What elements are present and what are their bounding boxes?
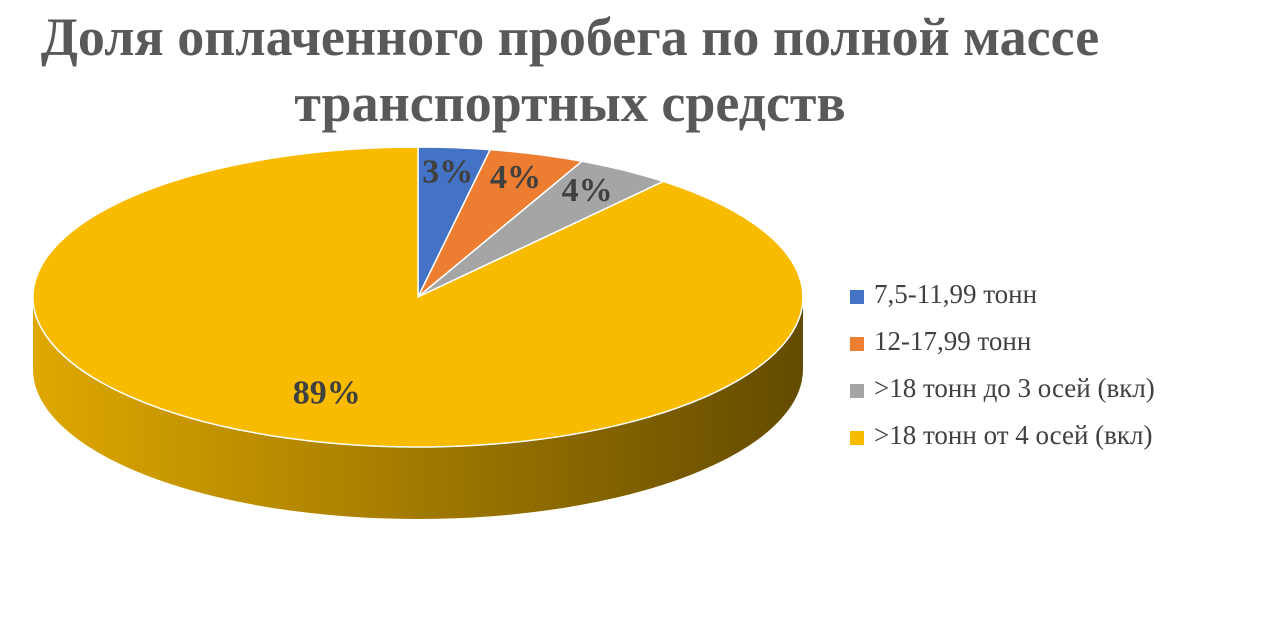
data-label: 4% <box>562 172 613 209</box>
data-label: 3% <box>422 153 473 190</box>
slice <box>32 146 804 448</box>
chart-title: Доля оплаченного пробега по полной массе… <box>40 7 1100 133</box>
legend-label: 12-17,99 тонн <box>874 326 1031 356</box>
data-label: 4% <box>490 159 541 196</box>
side-shade <box>33 297 803 519</box>
legend-swatch <box>850 431 864 445</box>
legend-swatch <box>850 337 864 351</box>
legend-label: 7,5-11,99 тонн <box>874 279 1037 309</box>
legend-swatch <box>850 384 864 398</box>
legend-label: >18 тонн до 3 осей (вкл) <box>874 373 1155 403</box>
legend-label: >18 тонн от 4 осей (вкл) <box>874 420 1153 450</box>
data-label: 89% <box>293 375 361 412</box>
legend-swatch <box>850 290 864 304</box>
